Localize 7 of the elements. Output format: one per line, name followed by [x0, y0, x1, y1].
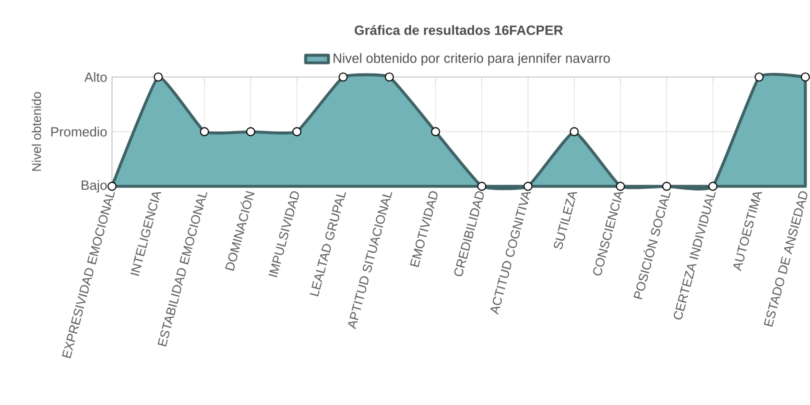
y-axis-title: Nivel obtenido [32, 92, 42, 171]
text: Alto [84, 72, 107, 82]
x-tick-label: LEALTAD GRUPAL [310, 192, 346, 296]
chart-title: Gráfica de resultados 16FACPER [354, 25, 563, 35]
legend-label: Nivel obtenido por criterio para jennifer navarro [334, 53, 610, 66]
text: Bajo [82, 180, 107, 193]
text: Promedio [51, 126, 107, 137]
